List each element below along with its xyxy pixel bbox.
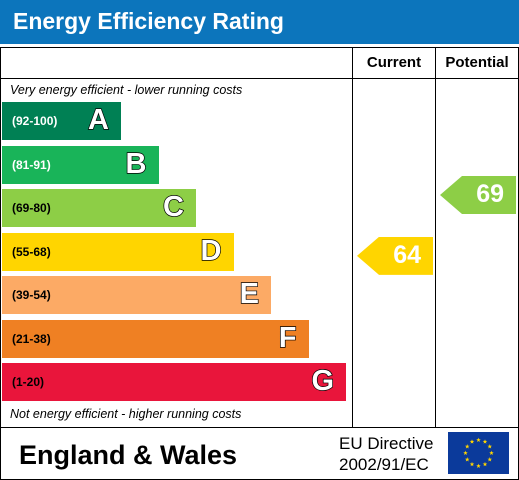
star-icon	[482, 439, 488, 444]
band-letter-label: B	[125, 147, 147, 180]
star-icon	[476, 437, 481, 442]
star-icon	[487, 444, 493, 449]
star-icon	[476, 463, 481, 468]
potential-column-header: Potential	[445, 54, 509, 71]
header-bar: Energy Efficiency Rating	[0, 0, 519, 44]
band-range-label: (92-100)	[12, 114, 58, 128]
star-icon	[489, 450, 494, 455]
eu-flag-icon	[448, 432, 509, 474]
band-letter-label: A	[87, 103, 109, 136]
band-a: (92-100) A	[2, 102, 121, 140]
star-icon	[487, 457, 493, 462]
band-range-label: (1-20)	[12, 375, 45, 389]
band-range-label: (69-80)	[12, 201, 51, 215]
star-icon	[463, 450, 468, 455]
band-range-label: (81-91)	[12, 157, 51, 172]
star-icon	[482, 461, 488, 467]
star-icon	[464, 457, 470, 462]
star-icon	[469, 461, 475, 467]
potential-rating-value: 69	[476, 179, 504, 208]
band-range-label: (21-38)	[12, 331, 51, 346]
band-e: (39-54) E	[2, 276, 271, 314]
band-letter-label: G	[311, 364, 335, 397]
potential-column-divider	[435, 47, 436, 428]
region-label: England & Wales	[19, 440, 238, 470]
star-icon	[464, 444, 470, 449]
band-g: (1-20) G	[2, 363, 346, 401]
page-title: Energy Efficiency Rating	[13, 8, 284, 34]
bottom-note: Not energy efficient - higher running co…	[10, 407, 242, 421]
band-letter-label: C	[162, 190, 184, 223]
band-letter-label: D	[200, 234, 222, 267]
column-header-divider	[0, 78, 519, 79]
band-letter-label: F	[278, 321, 297, 354]
band-letter-label: E	[239, 277, 260, 310]
band-b: (81-91) B	[2, 145, 159, 184]
current-rating-value: 64	[393, 240, 421, 269]
eu-directive-number: 2002/91/EC	[339, 455, 429, 474]
band-d: (55-68) D	[2, 232, 234, 271]
band-c: (69-80) C	[2, 189, 196, 227]
band-range-label: (55-68)	[12, 244, 51, 259]
eu-directive-label: EU Directive	[339, 434, 434, 453]
footer-divider	[0, 427, 519, 428]
current-column-divider	[352, 47, 353, 428]
top-note: Very energy efficient - lower running co…	[10, 83, 243, 97]
band-range-label: (39-54)	[12, 288, 51, 302]
star-icon	[469, 439, 475, 444]
current-column-header: Current	[366, 54, 422, 71]
band-f: (21-38) F	[2, 319, 309, 358]
